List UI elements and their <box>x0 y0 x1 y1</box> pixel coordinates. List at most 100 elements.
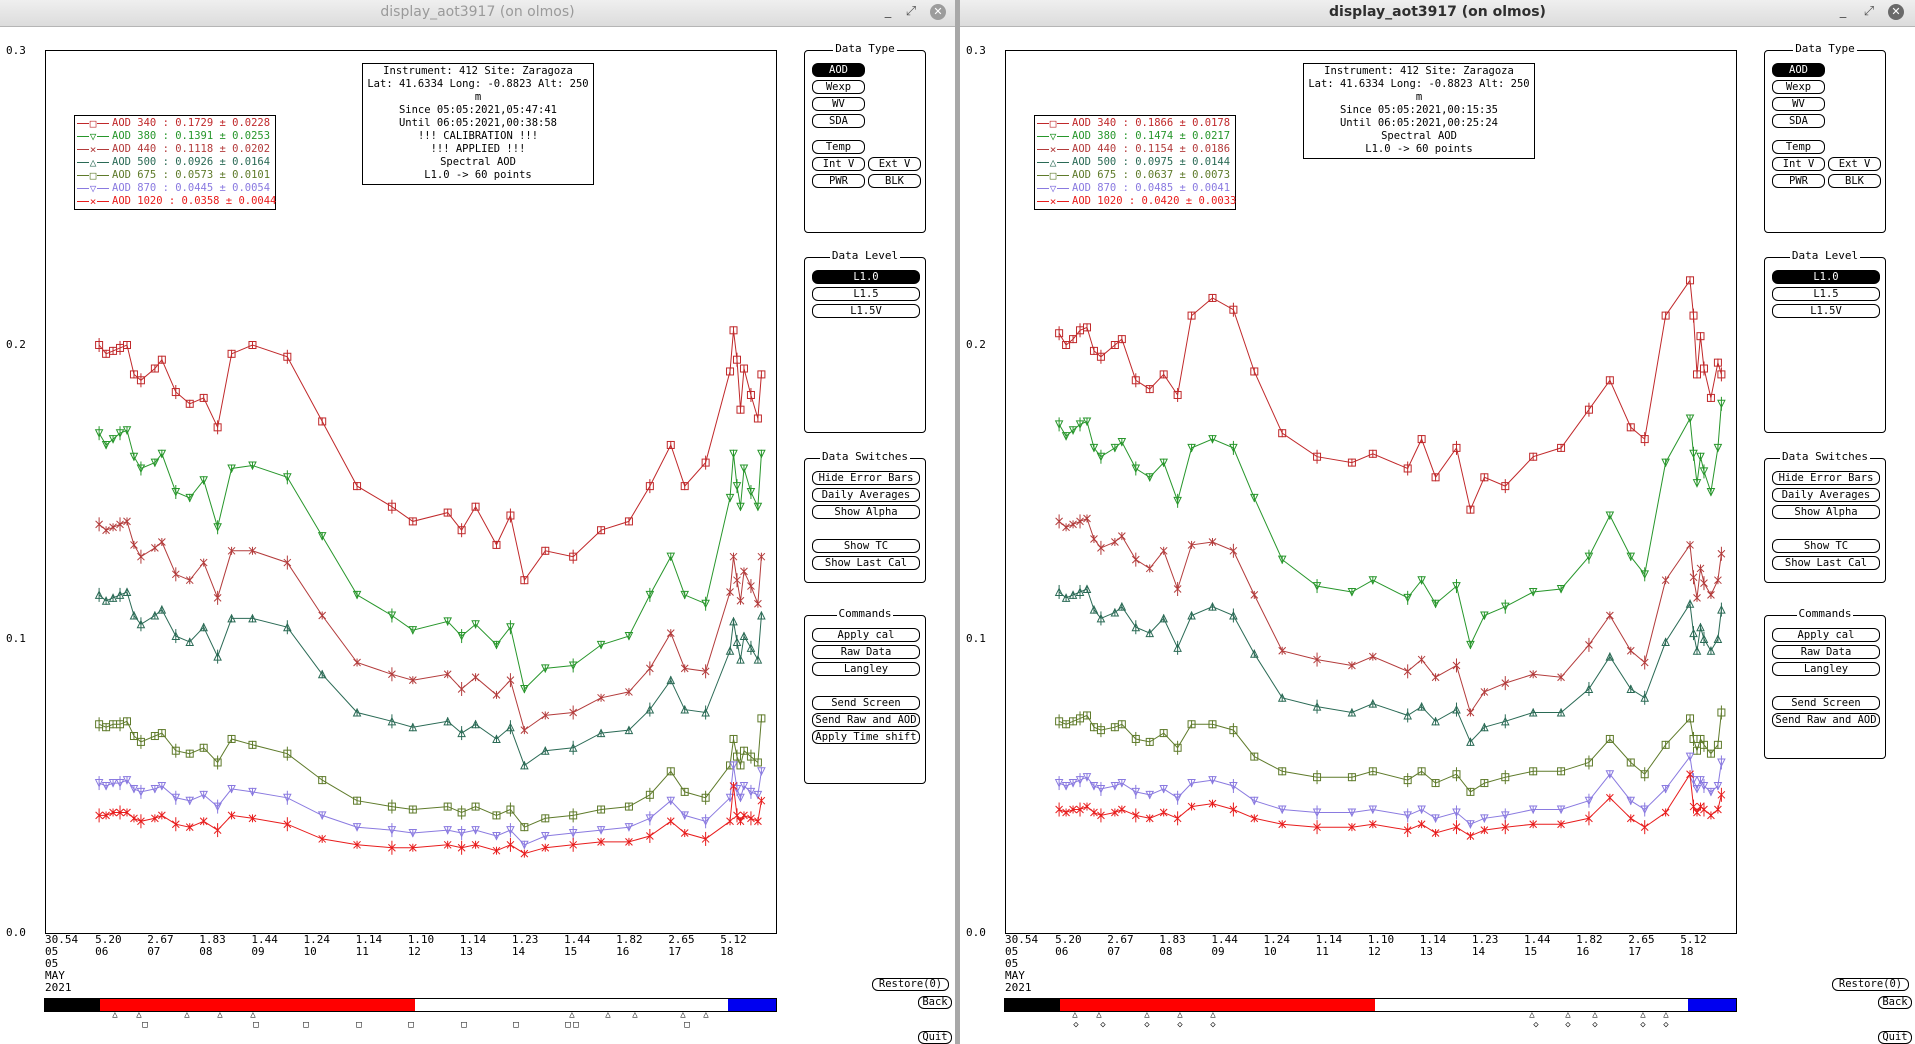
level-l15v-button[interactable]: L1.5V <box>1772 304 1880 318</box>
minimize-icon[interactable]: _ <box>1839 4 1847 19</box>
ext-v-button[interactable]: Ext V <box>1828 157 1881 171</box>
data-point <box>1403 667 1412 676</box>
panel-title: Data Switches <box>1779 450 1871 463</box>
data-point <box>1208 602 1217 611</box>
quit-button[interactable]: Quit <box>1878 1031 1912 1044</box>
send-raw-aod-button[interactable]: Send Raw and AOD <box>1772 713 1880 727</box>
data-point <box>116 520 124 529</box>
data-point <box>757 714 766 723</box>
data-point <box>701 667 710 676</box>
show-tc-button[interactable]: Show TC <box>1772 539 1880 553</box>
wv-button[interactable]: WV <box>1772 97 1825 111</box>
show-last-cal-button[interactable]: Show Last Cal <box>1772 556 1880 570</box>
send-screen-button[interactable]: Send Screen <box>812 696 920 710</box>
x-axis-date: 05 MAY 2021 <box>1005 958 1032 994</box>
data-point <box>1696 452 1705 462</box>
blk-button[interactable]: BLK <box>868 174 921 188</box>
apply-cal-button[interactable]: Apply cal <box>1772 628 1880 642</box>
commands-panel: Commands Apply cal Raw Data Langley Send… <box>804 607 926 784</box>
temp-button[interactable]: Temp <box>812 140 865 154</box>
data-point <box>122 426 132 435</box>
daily-averages-button[interactable]: Daily Averages <box>812 488 920 502</box>
data-point <box>1605 734 1614 743</box>
raw-data-button[interactable]: Raw Data <box>1772 645 1880 659</box>
data-point <box>1082 417 1092 427</box>
int-v-button[interactable]: Int V <box>1772 157 1825 171</box>
level-l10-button[interactable]: L1.0 <box>812 270 920 284</box>
data-point <box>666 675 676 685</box>
maximize-icon[interactable]: ⤢ <box>905 4 917 19</box>
pwr-button[interactable]: PWR <box>812 174 865 188</box>
sda-button[interactable]: SDA <box>812 114 865 128</box>
apply-time-shift-button[interactable]: Apply Time shift <box>812 730 920 744</box>
x-tick-label: 1.14 11 <box>1315 933 1343 958</box>
back-button[interactable]: Back <box>1878 996 1912 1009</box>
temp-button[interactable]: Temp <box>1772 140 1825 154</box>
close-icon[interactable]: ✕ <box>930 4 946 20</box>
hide-error-bars-button[interactable]: Hide Error Bars <box>812 471 920 485</box>
data-point <box>1208 720 1217 729</box>
show-last-cal-button[interactable]: Show Last Cal <box>812 556 920 570</box>
aod-button[interactable]: AOD <box>1772 63 1825 77</box>
maximize-icon[interactable]: ⤢ <box>1863 4 1875 19</box>
aod-button[interactable]: AOD <box>812 63 865 77</box>
hide-error-bars-button[interactable]: Hide Error Bars <box>1772 471 1880 485</box>
data-point <box>353 658 361 667</box>
back-button[interactable]: Back <box>918 996 952 1009</box>
ext-v-button[interactable]: Ext V <box>868 157 921 171</box>
wv-button[interactable]: WV <box>812 97 865 111</box>
quit-button[interactable]: Quit <box>918 1031 952 1044</box>
data-point <box>1528 805 1538 815</box>
plot-area[interactable]: Instrument: 412 Site: Zaragoza Lat: 41.6… <box>1005 50 1737 934</box>
raw-data-button[interactable]: Raw Data <box>812 645 920 659</box>
data-point <box>1452 443 1461 452</box>
data-point <box>1480 722 1489 732</box>
time-bar[interactable] <box>1004 998 1737 1012</box>
data-point <box>739 631 749 641</box>
data-point <box>1187 720 1196 729</box>
level-l15v-button[interactable]: L1.5V <box>812 304 920 318</box>
sda-button[interactable]: SDA <box>1772 114 1825 128</box>
data-point <box>568 661 578 671</box>
restore-button[interactable]: Restore(0) <box>1832 978 1909 991</box>
pwr-button[interactable]: PWR <box>1772 174 1825 188</box>
blk-button[interactable]: BLK <box>1828 174 1881 188</box>
info-line: Instrument: 412 Site: Zaragoza <box>383 65 573 77</box>
data-point <box>1606 611 1614 620</box>
data-point <box>1347 587 1357 597</box>
window-separator[interactable] <box>955 0 960 1044</box>
titlebar[interactable]: display_aot3917 (on olmos) _ ⤢ ✕ <box>960 0 1915 27</box>
data-point <box>1584 405 1593 414</box>
minimize-icon[interactable]: _ <box>884 4 892 19</box>
level-l10-button[interactable]: L1.0 <box>1772 270 1880 284</box>
apply-cal-button[interactable]: Apply cal <box>812 628 920 642</box>
level-l15-button[interactable]: L1.5 <box>1772 287 1880 301</box>
show-alpha-button[interactable]: Show Alpha <box>812 505 920 519</box>
daily-averages-button[interactable]: Daily Averages <box>1772 488 1880 502</box>
info-line: Since 05:05:2021,00:15:35 <box>1339 104 1499 116</box>
data-point <box>1466 708 1475 717</box>
data-point <box>1431 599 1440 609</box>
level-l15-button[interactable]: L1.5 <box>812 287 920 301</box>
data-point <box>108 435 118 444</box>
time-bar[interactable] <box>44 998 777 1012</box>
data-point <box>1110 341 1119 349</box>
plot-area[interactable]: Instrument: 412 Site: Zaragoza Lat: 41.6… <box>45 50 777 934</box>
wexp-button[interactable]: Wexp <box>812 80 865 94</box>
langley-button[interactable]: Langley <box>1772 662 1880 676</box>
wexp-button[interactable]: Wexp <box>1772 80 1825 94</box>
data-point <box>1173 585 1182 593</box>
date-month: MAY <box>45 969 65 982</box>
close-icon[interactable]: ✕ <box>1888 4 1904 20</box>
langley-button[interactable]: Langley <box>812 662 920 676</box>
send-screen-button[interactable]: Send Screen <box>1772 696 1880 710</box>
show-tc-button[interactable]: Show TC <box>812 539 920 553</box>
titlebar[interactable]: display_aot3917 (on olmos) _ ⤢ ✕ <box>0 0 955 27</box>
int-v-button[interactable]: Int V <box>812 157 865 171</box>
send-raw-aod-button[interactable]: Send Raw and AOD <box>812 713 920 727</box>
data-point <box>185 796 195 806</box>
restore-button[interactable]: Restore(0) <box>872 978 949 991</box>
show-alpha-button[interactable]: Show Alpha <box>1772 505 1880 519</box>
data-point <box>1529 670 1538 679</box>
data-point <box>1693 808 1701 817</box>
